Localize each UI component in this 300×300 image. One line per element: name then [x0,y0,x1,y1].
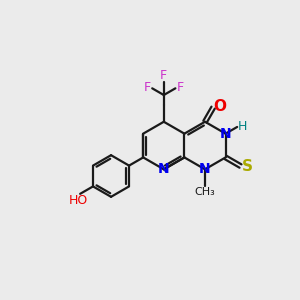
Text: CH₃: CH₃ [195,187,215,197]
Text: F: F [143,81,150,94]
Text: N: N [158,162,169,176]
Text: O: O [213,99,226,114]
Text: S: S [242,158,253,173]
Text: HO: HO [69,194,88,207]
Text: F: F [177,81,184,94]
Text: N: N [199,162,211,176]
Text: H: H [238,121,247,134]
Text: N: N [220,127,231,141]
Text: F: F [160,69,167,82]
